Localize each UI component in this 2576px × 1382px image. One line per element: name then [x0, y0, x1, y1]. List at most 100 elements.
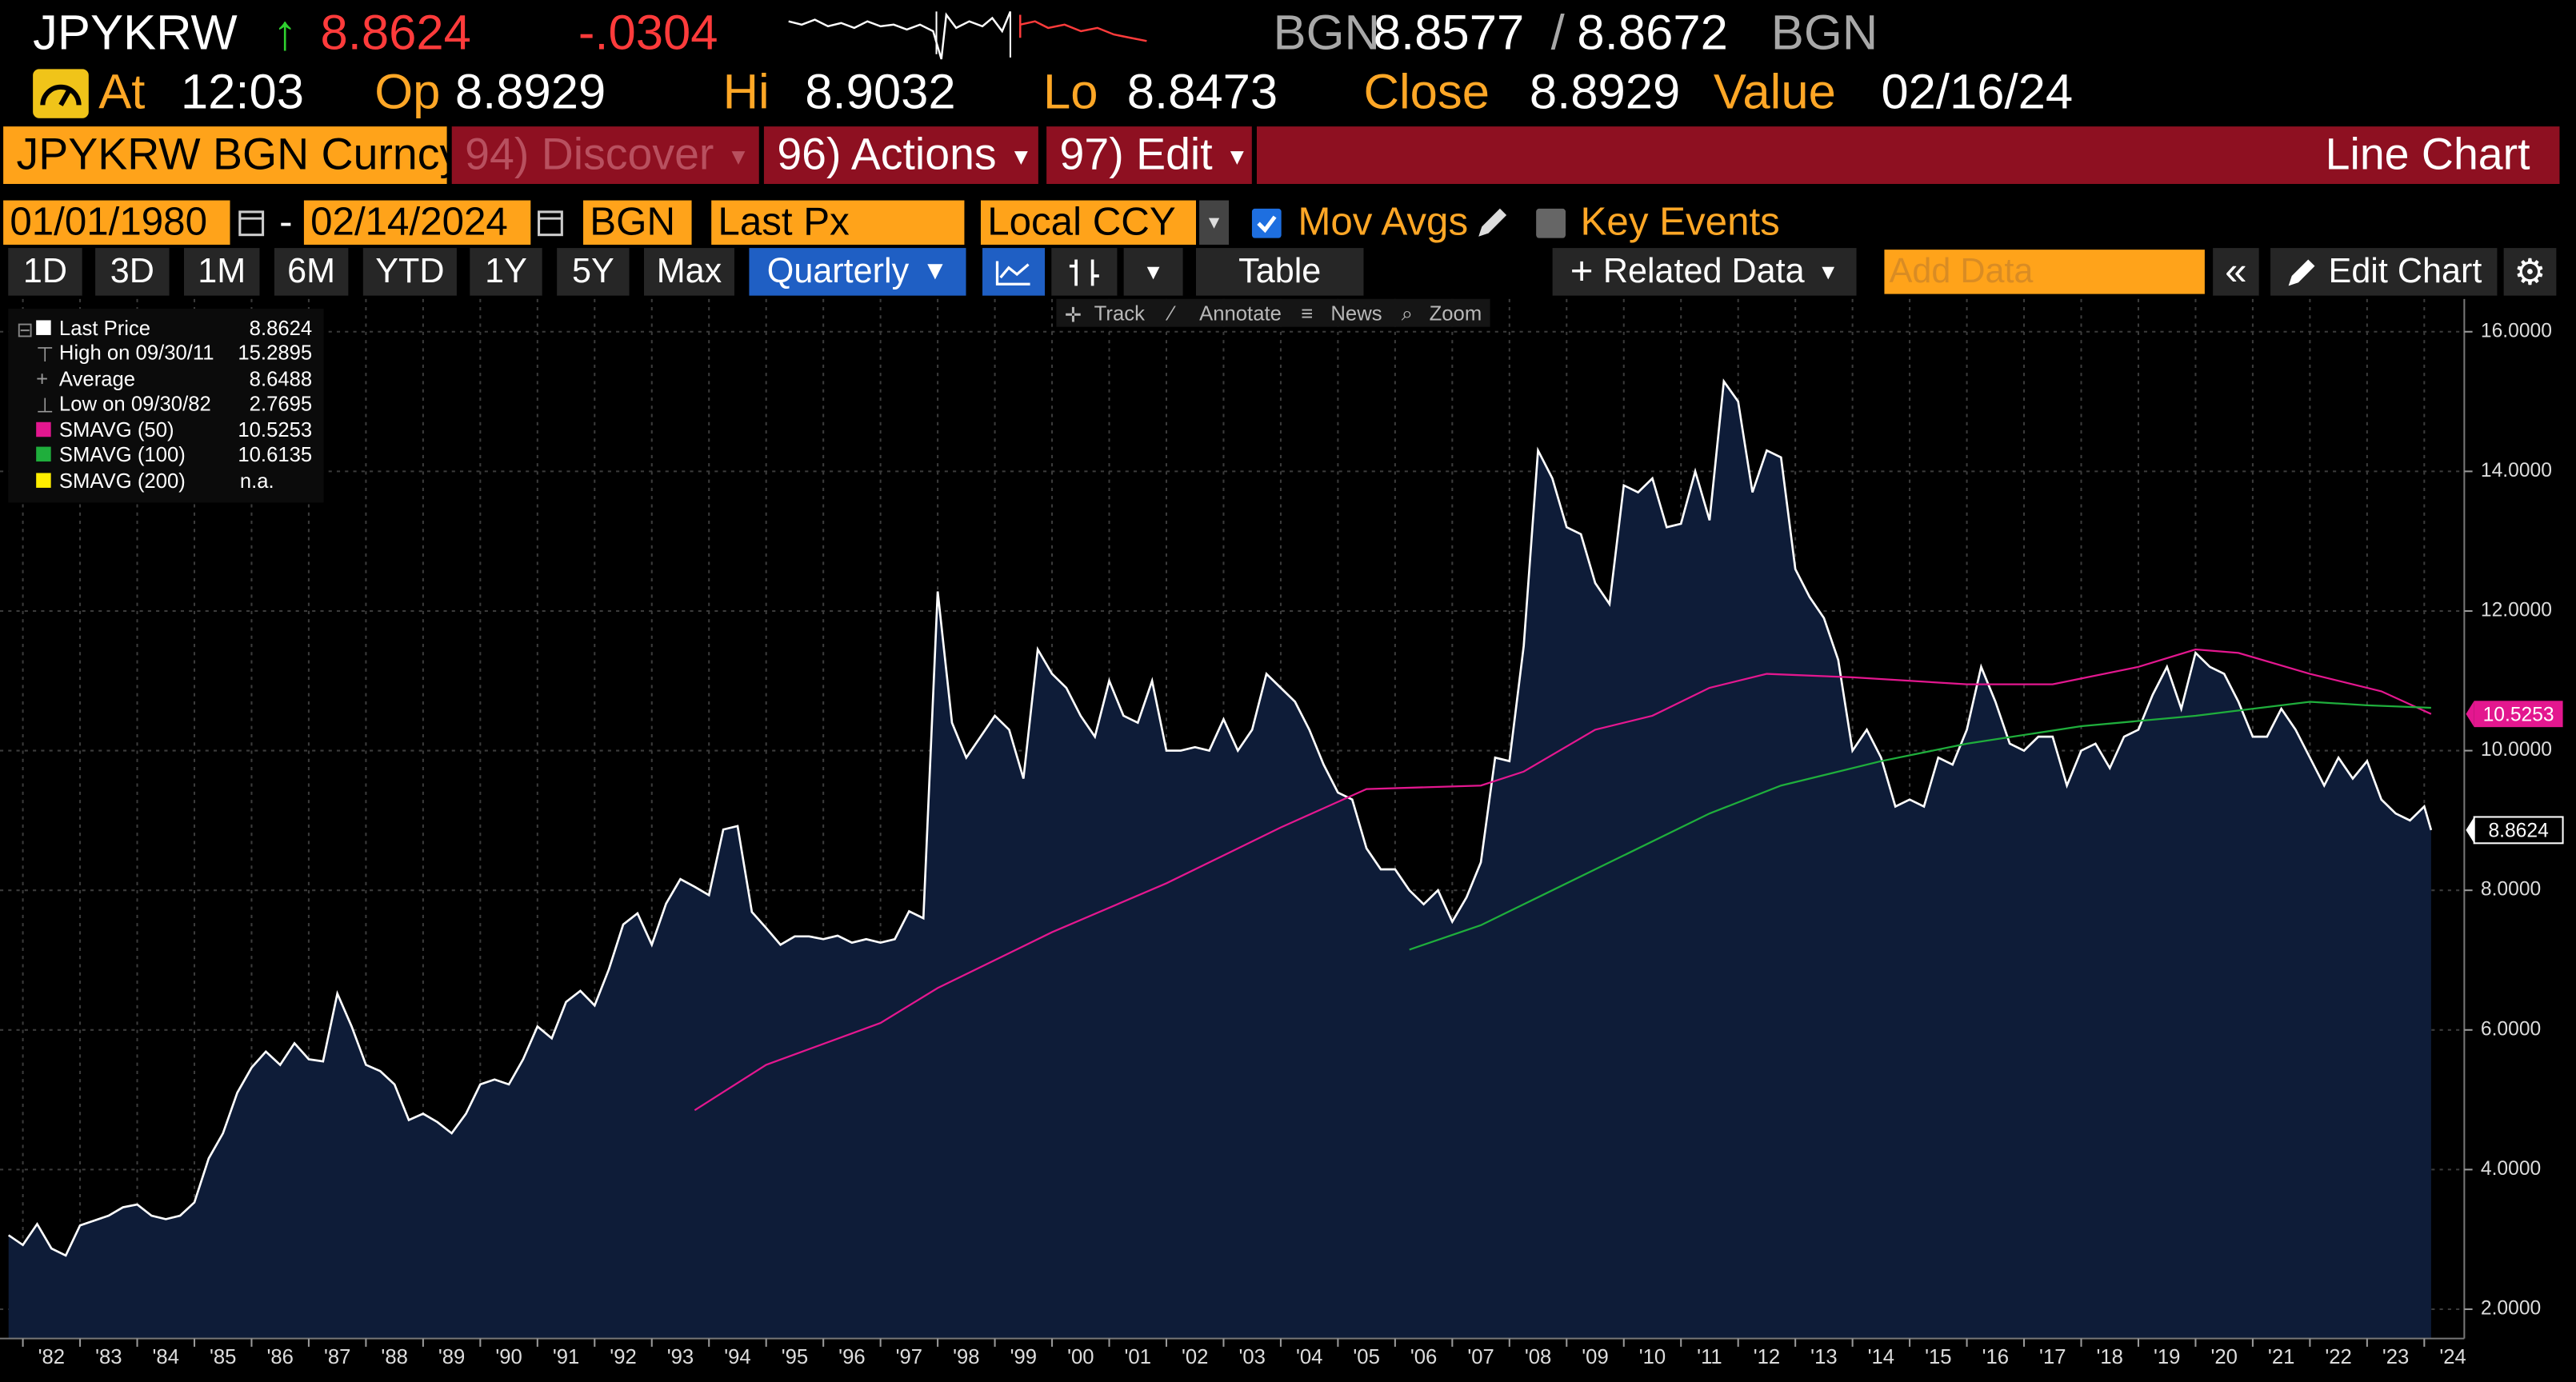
field-field[interactable]: Last Px [711, 200, 965, 245]
placeholder: Add Data [1889, 252, 2034, 290]
add-data-input[interactable]: Add Data [1884, 250, 2205, 294]
x-tick-label: '22 [2325, 1346, 2351, 1368]
pencil-icon[interactable] [1474, 206, 1510, 242]
period: YTD [375, 252, 445, 290]
checkbox-unchecked[interactable] [1536, 208, 1566, 238]
period-button[interactable]: 1M [183, 248, 260, 296]
security-field[interactable]: JPYKRW BGN Curncy [3, 126, 462, 184]
high-label: Hi [722, 66, 770, 120]
period-button[interactable]: Max [643, 248, 734, 296]
low-label: Lo [1043, 66, 1098, 120]
x-tick-label: '94 [724, 1346, 750, 1368]
end-date[interactable]: 02/14/2024 [303, 200, 531, 245]
x-tick-label: '21 [2268, 1346, 2294, 1368]
x-tick-label: '08 [1525, 1346, 1551, 1368]
x-tick-label: '17 [2039, 1346, 2066, 1368]
view-title: Line Chart [2325, 130, 2530, 179]
period-button[interactable]: 3D [95, 248, 170, 296]
x-tick-label: '11 [1697, 1346, 1722, 1368]
chart-tool[interactable]: News [1330, 302, 1382, 326]
frequency: Quarterly [766, 252, 910, 290]
x-tick-label: '97 [896, 1346, 922, 1368]
x-tick-label: '12 [1754, 1346, 1780, 1368]
chart-tool[interactable]: Annotate [1199, 302, 1282, 326]
value-badge-label: 8.8624 [2488, 820, 2548, 841]
period-button[interactable]: 1D [8, 248, 82, 296]
high: 8.9032 [805, 66, 956, 120]
y-tick-label: 14.0000 [2481, 460, 2552, 481]
collapse-button[interactable]: « [2213, 248, 2259, 296]
period: 1D [22, 252, 68, 290]
value-badge-label: 10.5253 [2483, 704, 2554, 725]
legend-value: 8.6488 [249, 367, 313, 391]
time: 12:03 [180, 66, 305, 120]
line-type-button[interactable] [982, 248, 1046, 296]
open-label: Op [374, 66, 441, 120]
track-icon[interactable]: ✛ [1064, 303, 1082, 327]
chart-type-dropdown[interactable]: ▼ [1123, 248, 1183, 296]
x-tick-label: '13 [1810, 1346, 1837, 1368]
frequency-dropdown[interactable]: Quarterly ▼ [749, 248, 966, 296]
legend-value: 8.8624 [249, 317, 313, 341]
chart-tool[interactable]: Track [1094, 302, 1145, 326]
bid: 8.8577 [1373, 6, 1525, 61]
date-text: 01/01/1980 [10, 199, 208, 244]
x-tick-label: '18 [2097, 1346, 2123, 1368]
x-tick-label: '82 [38, 1346, 65, 1368]
legend-label: SMAVG (50) [58, 418, 174, 442]
view-bar: Line Chart [1256, 126, 2560, 184]
period-button[interactable]: 1Y [470, 248, 542, 296]
related-label: Related Data [1602, 252, 1805, 290]
y-tick-label: 16.0000 [2481, 320, 2552, 342]
zoom-icon[interactable]: ⌕ [1401, 302, 1414, 326]
close: 8.8929 [1529, 66, 1681, 120]
table-button[interactable]: Table [1195, 248, 1364, 296]
actions-menu[interactable]: 96) Actions ▼ [763, 126, 1038, 184]
y-tick-label: 8.0000 [2481, 879, 2541, 901]
news-icon[interactable]: ≡ [1301, 302, 1314, 326]
bid-source: BGN [1273, 6, 1381, 61]
currency-dropdown[interactable]: ▼ [1199, 200, 1230, 245]
legend-collapse[interactable]: ⊟ [16, 318, 34, 342]
open: 8.8929 [454, 66, 606, 120]
x-tick-label: '14 [1868, 1346, 1894, 1368]
x-tick-label: '96 [838, 1346, 865, 1368]
x-tick-label: '20 [2210, 1346, 2237, 1368]
discover-menu[interactable]: 94) Discover ▼ [451, 126, 759, 184]
period: 6M [287, 252, 336, 290]
value-date: 02/16/24 [1881, 66, 2074, 120]
edit-menu[interactable]: 97) Edit ▼ [1046, 126, 1252, 184]
legend-swatch [36, 473, 51, 488]
speed-icon [33, 69, 89, 118]
x-tick-label: '04 [1296, 1346, 1322, 1368]
source-field[interactable]: BGN [583, 200, 692, 245]
x-tick-label: '16 [1982, 1346, 2009, 1368]
related-data-button[interactable]: + Related Data ▼ [1552, 248, 1857, 296]
calendar-icon[interactable] [538, 207, 564, 237]
x-tick-label: '00 [1067, 1346, 1094, 1368]
legend-value: 2.7695 [249, 392, 313, 416]
annotate-icon[interactable]: ⁄ [1170, 302, 1174, 326]
legend-value: n.a. [239, 469, 274, 493]
table-label: Table [1238, 252, 1322, 290]
moving-average-line [1409, 701, 2431, 951]
edit-chart-button[interactable]: Edit Chart [2270, 248, 2498, 296]
separator: / [1550, 6, 1565, 61]
period-button[interactable]: 6M [274, 248, 349, 296]
up-arrow: ↑ [272, 6, 298, 61]
chart-tool[interactable]: Zoom [1429, 302, 1482, 326]
bar-type-button[interactable] [1051, 248, 1118, 296]
calendar-icon[interactable] [238, 207, 265, 237]
value-label: Value [1713, 66, 1836, 120]
legend-value: 10.5253 [238, 418, 313, 442]
period-button[interactable]: 5Y [557, 248, 630, 296]
net-change: -.0304 [578, 6, 718, 61]
x-tick-label: '93 [667, 1346, 694, 1368]
menu-label: 96) Actions [777, 130, 997, 179]
settings-button[interactable]: ⚙ [2503, 248, 2557, 296]
period-button[interactable]: YTD [362, 248, 457, 296]
x-tick-label: '83 [95, 1346, 122, 1368]
checkbox-checked[interactable] [1251, 208, 1282, 238]
start-date[interactable]: 01/01/1980 [3, 199, 230, 245]
currency-field[interactable]: Local CCY [980, 200, 1196, 245]
